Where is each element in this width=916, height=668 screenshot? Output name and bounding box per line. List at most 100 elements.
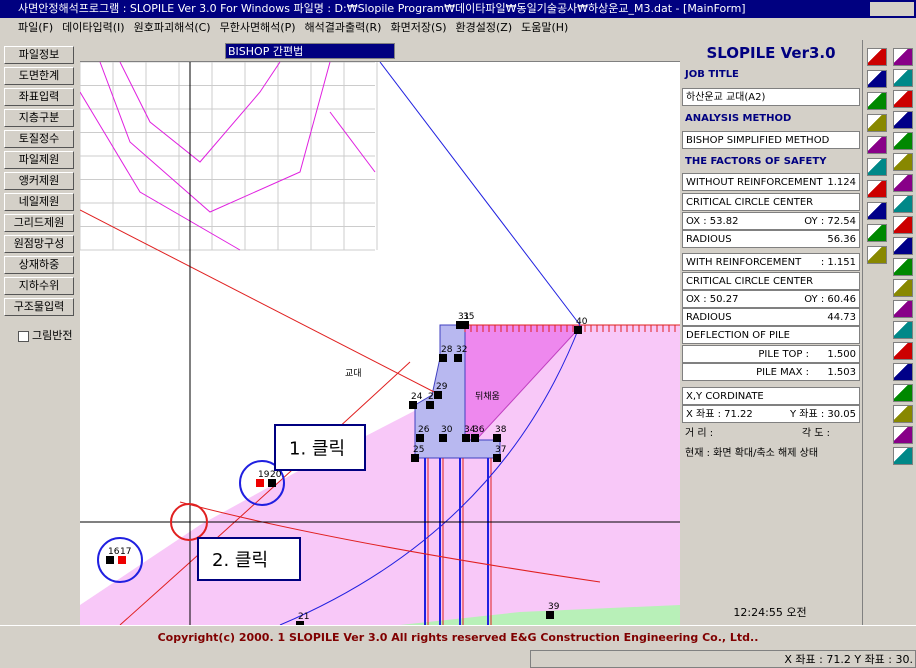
node <box>118 556 126 564</box>
tool-icon[interactable] <box>867 70 887 88</box>
panel-row: CRITICAL CIRCLE CENTER <box>682 193 860 211</box>
node <box>409 401 417 409</box>
sidebar-button[interactable]: 지층구분 <box>4 109 74 127</box>
tool-icon[interactable] <box>867 92 887 110</box>
tool-icon[interactable] <box>867 224 887 242</box>
menu-item[interactable]: 화면저장(S) <box>390 21 447 34</box>
sidebar-button[interactable]: 도면한계 <box>4 67 74 85</box>
tool-icon[interactable] <box>867 180 887 198</box>
tool-icon[interactable] <box>893 174 913 192</box>
panel-row: PILE TOP : 1.500 <box>682 345 860 363</box>
highlight <box>97 537 143 583</box>
panel-row: RADIOUS 44.73 <box>682 308 860 326</box>
window-controls[interactable] <box>870 2 914 16</box>
clock: 12:24:55 오전 <box>733 606 807 619</box>
node-label: 17 <box>120 547 131 557</box>
tool-icon[interactable] <box>893 216 913 234</box>
node <box>416 434 424 442</box>
tool-icon[interactable] <box>867 202 887 220</box>
node <box>426 401 434 409</box>
row-label: 현재 : 화면 확대/축소 해제 상태 <box>685 448 819 459</box>
row-label: PILE MAX : <box>756 367 809 378</box>
row-label: ANALYSIS METHOD <box>685 113 792 124</box>
sidebar-button[interactable]: 파일정보 <box>4 46 74 64</box>
node-label: 38 <box>495 425 507 435</box>
tool-icon[interactable] <box>893 69 913 87</box>
sidebar-button[interactable]: 파일제원 <box>4 151 74 169</box>
node-label: 25 <box>413 445 424 455</box>
node-label: 29 <box>436 382 448 392</box>
tool-icon[interactable] <box>893 384 913 402</box>
node <box>439 354 447 362</box>
menu-item[interactable]: 해석결과출력(R) <box>304 21 382 34</box>
sidebar-button[interactable]: 네일제원 <box>4 193 74 211</box>
contour <box>99 62 331 213</box>
tool-icon[interactable] <box>867 158 887 176</box>
menu-item[interactable]: 무한사면해석(P) <box>219 21 296 34</box>
tool-icon[interactable] <box>893 321 913 339</box>
method-dropdown[interactable]: BISHOP 간편법 <box>225 43 395 59</box>
node-label: 21 <box>298 612 309 622</box>
tool-icon[interactable] <box>867 48 887 66</box>
tool-icon[interactable] <box>893 447 913 465</box>
row-label: X 좌표 : 71.22 <box>686 409 753 420</box>
node <box>462 434 470 442</box>
slip-line <box>379 62 581 326</box>
tool-icon[interactable] <box>893 111 913 129</box>
panel-title: SLOPILE Ver3.0 <box>706 44 836 62</box>
tool-icon[interactable] <box>893 279 913 297</box>
tool-icon[interactable] <box>893 300 913 318</box>
tool-icon[interactable] <box>893 342 913 360</box>
side-toolbar <box>862 40 916 625</box>
tool-icon[interactable] <box>893 153 913 171</box>
tool-icon[interactable] <box>893 258 913 276</box>
method-text: BISHOP 간편법 <box>228 45 304 58</box>
tool-icon[interactable] <box>867 114 887 132</box>
sidebar-button[interactable]: 앵커제원 <box>4 172 74 190</box>
row-label: THE FACTORS OF SAFETY <box>685 156 827 167</box>
tool-icon[interactable] <box>893 426 913 444</box>
sidebar-button[interactable]: 지하수위 <box>4 277 74 295</box>
sidebar-button[interactable]: 그리드제원 <box>4 214 74 232</box>
node <box>493 454 501 462</box>
panel-row: 하산운교 교대(A2) <box>682 88 860 106</box>
menu-item[interactable]: 데이타입력(I) <box>62 21 125 34</box>
menu-item[interactable]: 파일(F) <box>18 21 54 34</box>
menu-item[interactable]: 도움말(H) <box>521 21 569 34</box>
node <box>461 321 469 329</box>
row-value: 56.36 <box>827 234 856 245</box>
tool-icon[interactable] <box>867 136 887 154</box>
menu-item[interactable]: 환경설정(Z) <box>455 21 513 34</box>
tool-icon[interactable] <box>893 132 913 150</box>
sidebar-button[interactable]: 좌표입력 <box>4 88 74 106</box>
tool-icon[interactable] <box>893 237 913 255</box>
panel-row: JOB TITLE <box>682 66 860 84</box>
sidebar-button[interactable]: 상재하중 <box>4 256 74 274</box>
node-label: 19 <box>258 470 270 480</box>
tool-icon[interactable] <box>893 363 913 381</box>
contour <box>329 111 376 173</box>
node-label: 30 <box>441 425 453 435</box>
slip-circle <box>119 361 411 625</box>
tool-icon[interactable] <box>867 246 887 264</box>
panel-row: CRITICAL CIRCLE CENTER <box>682 272 860 290</box>
tool-icon[interactable] <box>893 48 913 66</box>
sidebar-button[interactable]: 구조물입력 <box>4 298 74 316</box>
node-label: 36 <box>473 425 485 435</box>
tool-icon[interactable] <box>893 405 913 423</box>
sidebar-button[interactable]: 원점망구성 <box>4 235 74 253</box>
row-label: PILE TOP : <box>758 349 809 360</box>
node-label: 37 <box>495 445 506 455</box>
panel-row: OX : 50.27 OY : 60.46 <box>682 290 860 308</box>
tool-icon[interactable] <box>893 90 913 108</box>
sidebar-button[interactable]: 토질정수 <box>4 130 74 148</box>
row-value: OY : 72.54 <box>804 216 856 227</box>
node-label: 39 <box>548 602 560 612</box>
panel-row: ANALYSIS METHOD <box>682 110 860 128</box>
checkbox[interactable]: 그림반전 <box>18 329 72 343</box>
menu-item[interactable]: 원호파괴해석(C) <box>133 21 211 34</box>
callout <box>274 424 366 471</box>
contour <box>119 62 281 163</box>
tool-icon[interactable] <box>893 195 913 213</box>
